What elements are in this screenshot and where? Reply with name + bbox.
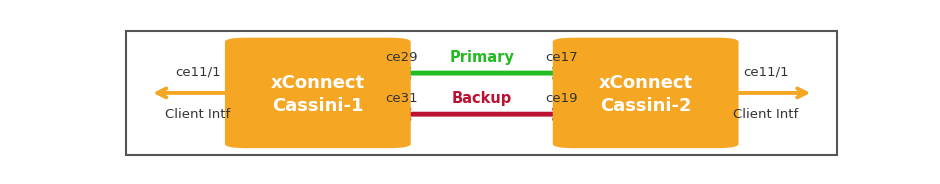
FancyBboxPatch shape [553, 38, 739, 148]
Text: ce17: ce17 [545, 51, 578, 64]
Text: Primary: Primary [449, 50, 514, 65]
Text: Client Intf: Client Intf [165, 108, 230, 121]
Text: ce11/1: ce11/1 [175, 65, 221, 78]
Text: ce29: ce29 [385, 51, 418, 64]
Text: Cassini-1: Cassini-1 [272, 97, 364, 115]
Text: Client Intf: Client Intf [733, 108, 798, 121]
Text: xConnect: xConnect [599, 74, 693, 92]
Text: ce31: ce31 [385, 92, 418, 105]
Text: Cassini-2: Cassini-2 [600, 97, 692, 115]
Text: ce11/1: ce11/1 [743, 65, 789, 78]
Text: ce19: ce19 [545, 92, 578, 105]
FancyBboxPatch shape [225, 38, 411, 148]
Text: Backup: Backup [451, 91, 512, 106]
Text: xConnect: xConnect [271, 74, 365, 92]
